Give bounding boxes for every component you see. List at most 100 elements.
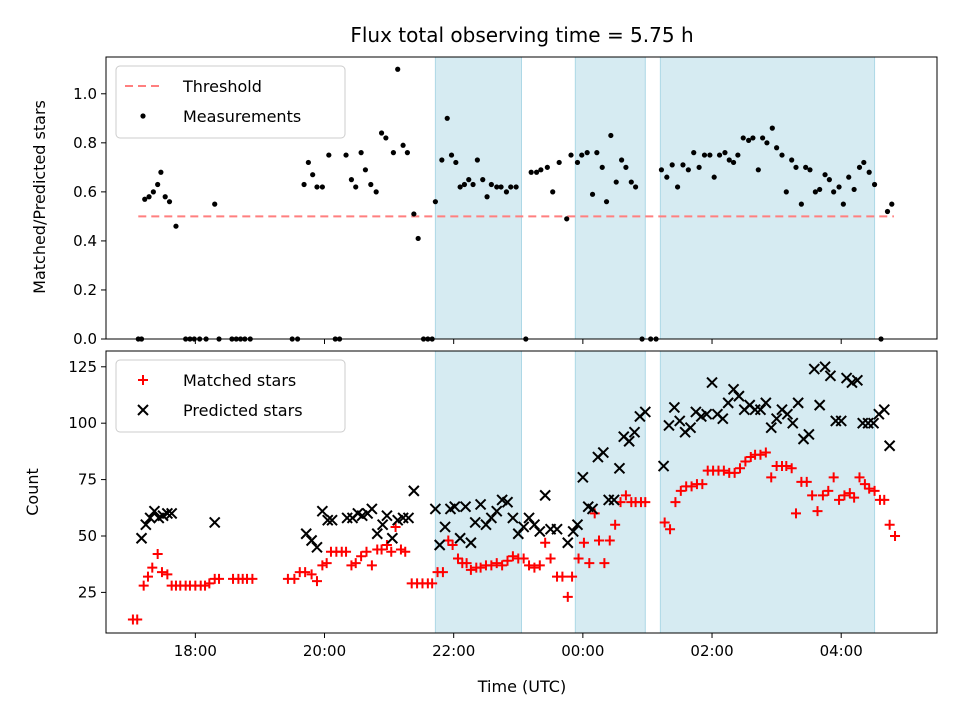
- measurement-point: [680, 162, 686, 168]
- predicted-stars-point: [571, 519, 584, 531]
- predicted-stars-point: [539, 489, 551, 502]
- x-tick-label: 22:00: [432, 642, 475, 660]
- measurement-point: [166, 199, 173, 205]
- predicted-stars-point: [454, 532, 466, 544]
- predicted-stars-point: [765, 421, 777, 434]
- measurement-point: [822, 172, 828, 178]
- measurement-point: [400, 142, 406, 148]
- measurement-point: [884, 208, 891, 215]
- predicted-stars-point: [639, 406, 651, 418]
- predicted-stars-point: [668, 401, 681, 414]
- measurement-point: [158, 169, 164, 175]
- predicted-stars-point: [316, 505, 329, 517]
- measurement-point: [508, 184, 514, 190]
- measurement-point: [326, 152, 332, 158]
- measurement-point: [674, 184, 681, 190]
- measurement-point: [448, 152, 455, 158]
- measurement-point: [803, 164, 809, 170]
- measurement-point: [746, 137, 752, 143]
- matched-stars-point: [766, 472, 777, 483]
- predicted-stars-point: [792, 397, 804, 409]
- measurement-point: [831, 189, 837, 195]
- predicted-stars-point: [517, 521, 530, 533]
- matched-stars-point: [306, 569, 317, 580]
- predicted-stars-point: [586, 503, 599, 515]
- measurement-point: [603, 199, 610, 205]
- matched-stars-point: [594, 535, 605, 546]
- measurement-point: [730, 159, 737, 166]
- measurement-point: [840, 201, 846, 207]
- measurement-point: [584, 150, 590, 156]
- predicted-stars-point: [469, 516, 481, 529]
- top-shaded-interval: [659, 56, 876, 340]
- predicted-stars-point: [408, 485, 420, 497]
- x-axis-label: Time (UTC): [477, 677, 566, 696]
- matched-stars-point: [640, 497, 651, 508]
- matched-stars-point: [400, 546, 411, 557]
- matched-stars-point: [578, 537, 589, 548]
- matched-stars-point: [386, 546, 397, 557]
- matched-stars-point: [376, 544, 387, 555]
- measurement-point: [358, 150, 364, 156]
- matched-stars-point: [475, 562, 486, 573]
- measurement-point: [623, 164, 629, 170]
- matched-stars-point: [828, 472, 839, 483]
- matched-stars-point: [214, 573, 225, 584]
- matched-stars-point: [534, 560, 545, 571]
- measurement-point: [538, 167, 544, 173]
- bottom-ylabel: Count: [23, 468, 42, 516]
- predicted-stars-point: [663, 419, 675, 432]
- predicted-stars-point: [878, 403, 890, 416]
- top-shaded-interval: [574, 56, 646, 340]
- measurement-point: [310, 172, 316, 178]
- measurement-point: [301, 181, 307, 188]
- measurement-point: [750, 135, 756, 141]
- measurement-point: [305, 159, 311, 166]
- top-y-tick-label: 0.4: [73, 232, 97, 250]
- measurement-point: [415, 235, 421, 242]
- matched-stars-point: [529, 562, 540, 573]
- measurement-point: [826, 177, 832, 183]
- predicted-stars-point: [770, 412, 783, 425]
- measurement-point: [484, 194, 490, 200]
- measurement-point: [533, 169, 540, 175]
- measurement-point: [544, 164, 550, 170]
- matched-stars-point: [665, 524, 676, 535]
- predicted-stars-point: [577, 471, 589, 484]
- matched-stars-point: [812, 506, 823, 517]
- measurement-point: [574, 159, 581, 166]
- measurement-point: [664, 174, 670, 180]
- measurement-point: [764, 140, 770, 146]
- measurement-point: [466, 177, 472, 183]
- top-y-tick-label: 1.0: [73, 85, 97, 103]
- matched-stars-point: [659, 517, 670, 528]
- measurement-point: [343, 152, 349, 158]
- x-tick-label: 04:00: [820, 642, 863, 660]
- legend-matched-swatch: [138, 375, 148, 385]
- predicted-stars-point: [608, 494, 620, 506]
- matched-stars-point: [289, 573, 300, 584]
- measurement-point: [812, 189, 818, 195]
- matched-stars-point: [760, 447, 771, 458]
- predicted-stars-point: [402, 512, 415, 524]
- measurement-point: [470, 181, 476, 188]
- predicted-stars-point: [803, 428, 815, 441]
- matched-stars-point: [540, 537, 551, 548]
- matched-stars-point: [486, 560, 497, 571]
- measurement-point: [550, 189, 556, 195]
- predicted-stars-point: [381, 509, 393, 522]
- predicted-stars-point: [706, 376, 718, 389]
- matched-stars-point: [755, 449, 766, 460]
- measurement-point: [685, 167, 691, 173]
- predicted-stars-point: [439, 521, 451, 533]
- measurement-point: [599, 164, 605, 170]
- measurement-point: [711, 174, 717, 180]
- matched-stars-point: [823, 485, 834, 496]
- measurement-point: [461, 181, 468, 188]
- measurement-point: [390, 150, 397, 156]
- matched-stars-point: [427, 578, 438, 589]
- measurement-point: [173, 223, 179, 229]
- top-legend: Threshold Measurements: [115, 65, 346, 139]
- predicted-stars-point: [501, 496, 514, 508]
